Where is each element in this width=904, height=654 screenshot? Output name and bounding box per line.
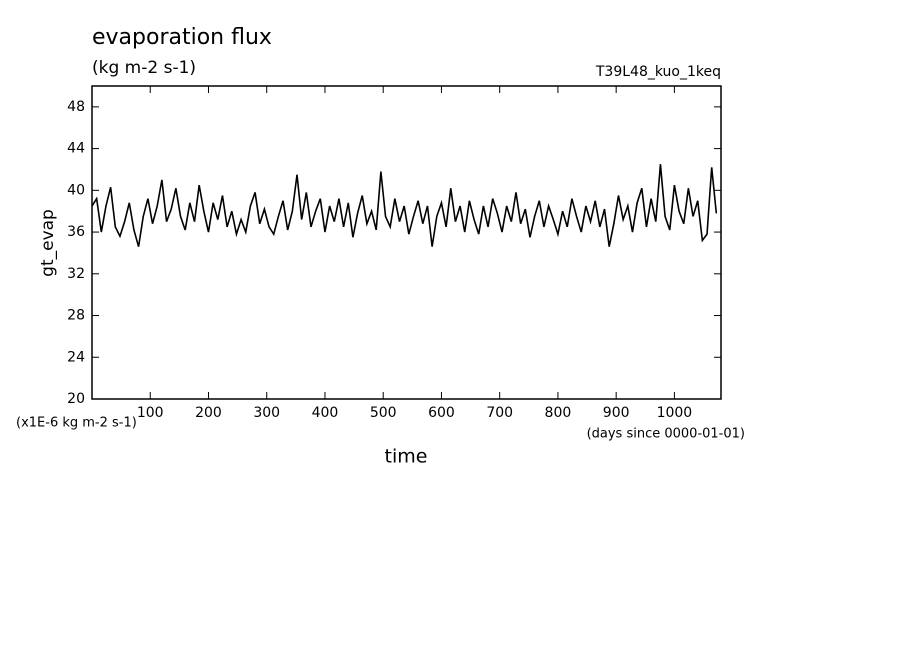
x-tick-label: 700: [486, 405, 513, 421]
y-unit: (x1E-6 kg m-2 s-1): [16, 416, 137, 431]
x-axis-label: time: [385, 446, 428, 468]
x-tick-label: 300: [253, 405, 280, 421]
annotation: T39L48_kuo_1keq: [595, 64, 721, 80]
y-tick-label: 20: [67, 391, 85, 407]
y-tick-label: 24: [67, 349, 85, 365]
y-tick-label: 28: [67, 308, 85, 324]
data-line: [91, 164, 718, 247]
y-tick-label: 44: [67, 141, 85, 157]
x-tick-label: 800: [545, 405, 572, 421]
y-tick-label: 36: [67, 224, 85, 240]
x-tick-label: 1000: [657, 405, 693, 421]
x-tick-label: 200: [195, 405, 222, 421]
x-tick-label: 400: [312, 405, 339, 421]
y-axis-label: gt_evap: [38, 209, 58, 277]
x-tick-label: 900: [603, 405, 630, 421]
y-tick-label: 48: [67, 99, 85, 115]
chart-subtitle: (kg m-2 s-1): [92, 58, 196, 78]
y-tick-label: 40: [67, 182, 85, 198]
plot-frame: [91, 85, 722, 400]
chart-title: evaporation flux: [92, 25, 272, 50]
x-tick-label: 500: [370, 405, 397, 421]
x-unit: (days since 0000-01-01): [587, 427, 745, 442]
x-tick-label: 100: [137, 405, 164, 421]
x-tick-label: 600: [428, 405, 455, 421]
y-tick-label: 32: [67, 266, 85, 282]
